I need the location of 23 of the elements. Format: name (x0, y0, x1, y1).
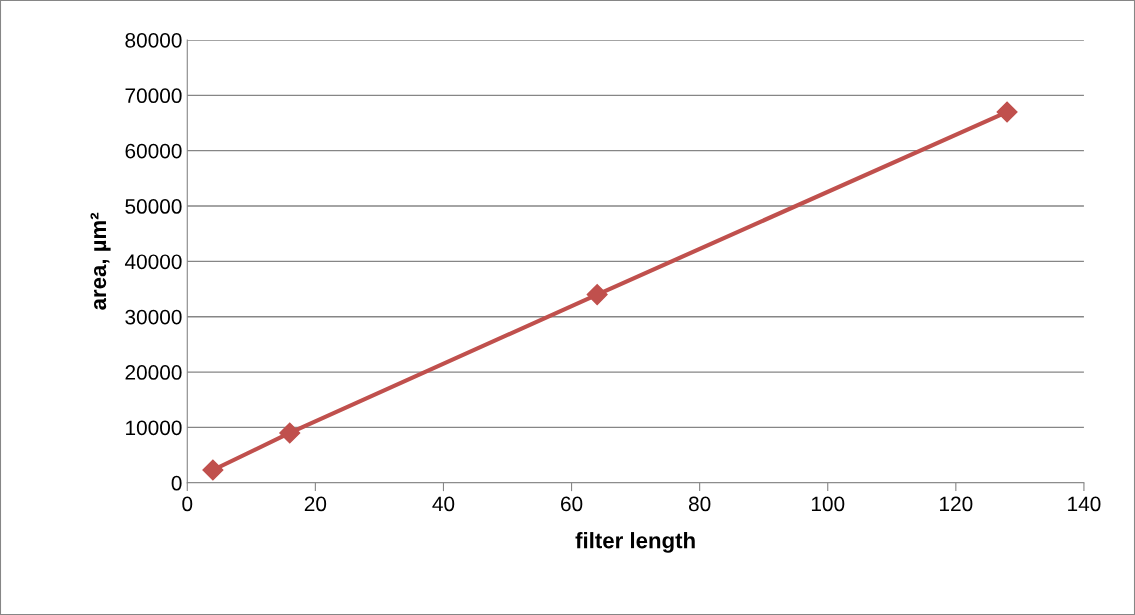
y-tick-label: 20000 (125, 365, 182, 380)
x-tick-label: 100 (811, 496, 845, 512)
y-axis-title: area, µm² (90, 212, 111, 310)
y-tick-label: 60000 (125, 143, 182, 159)
x-tick-label: 140 (1068, 496, 1101, 512)
point (586, 284, 608, 306)
y-tick-label: 30000 (125, 309, 182, 325)
point (996, 101, 1018, 123)
x-tick-label: 0 (182, 496, 193, 512)
y-tick-label: 50000 (125, 199, 182, 214)
point (279, 422, 301, 444)
x-tick-label: 120 (940, 496, 973, 512)
y-tick-label: 0 (171, 475, 182, 491)
x-tick-label: 40 (432, 496, 455, 512)
y-tick-label: 70000 (125, 88, 182, 104)
y-tick-label: 80000 (125, 32, 182, 48)
x-tick-label: 20 (304, 496, 327, 512)
y-tick-label: 40000 (124, 254, 182, 270)
point (202, 459, 224, 481)
y-tick-label: 10000 (126, 420, 182, 436)
x-tick-label: 80 (688, 496, 711, 512)
x-tick-label: 60 (561, 496, 583, 512)
x-axis-title: filter length (575, 532, 695, 553)
